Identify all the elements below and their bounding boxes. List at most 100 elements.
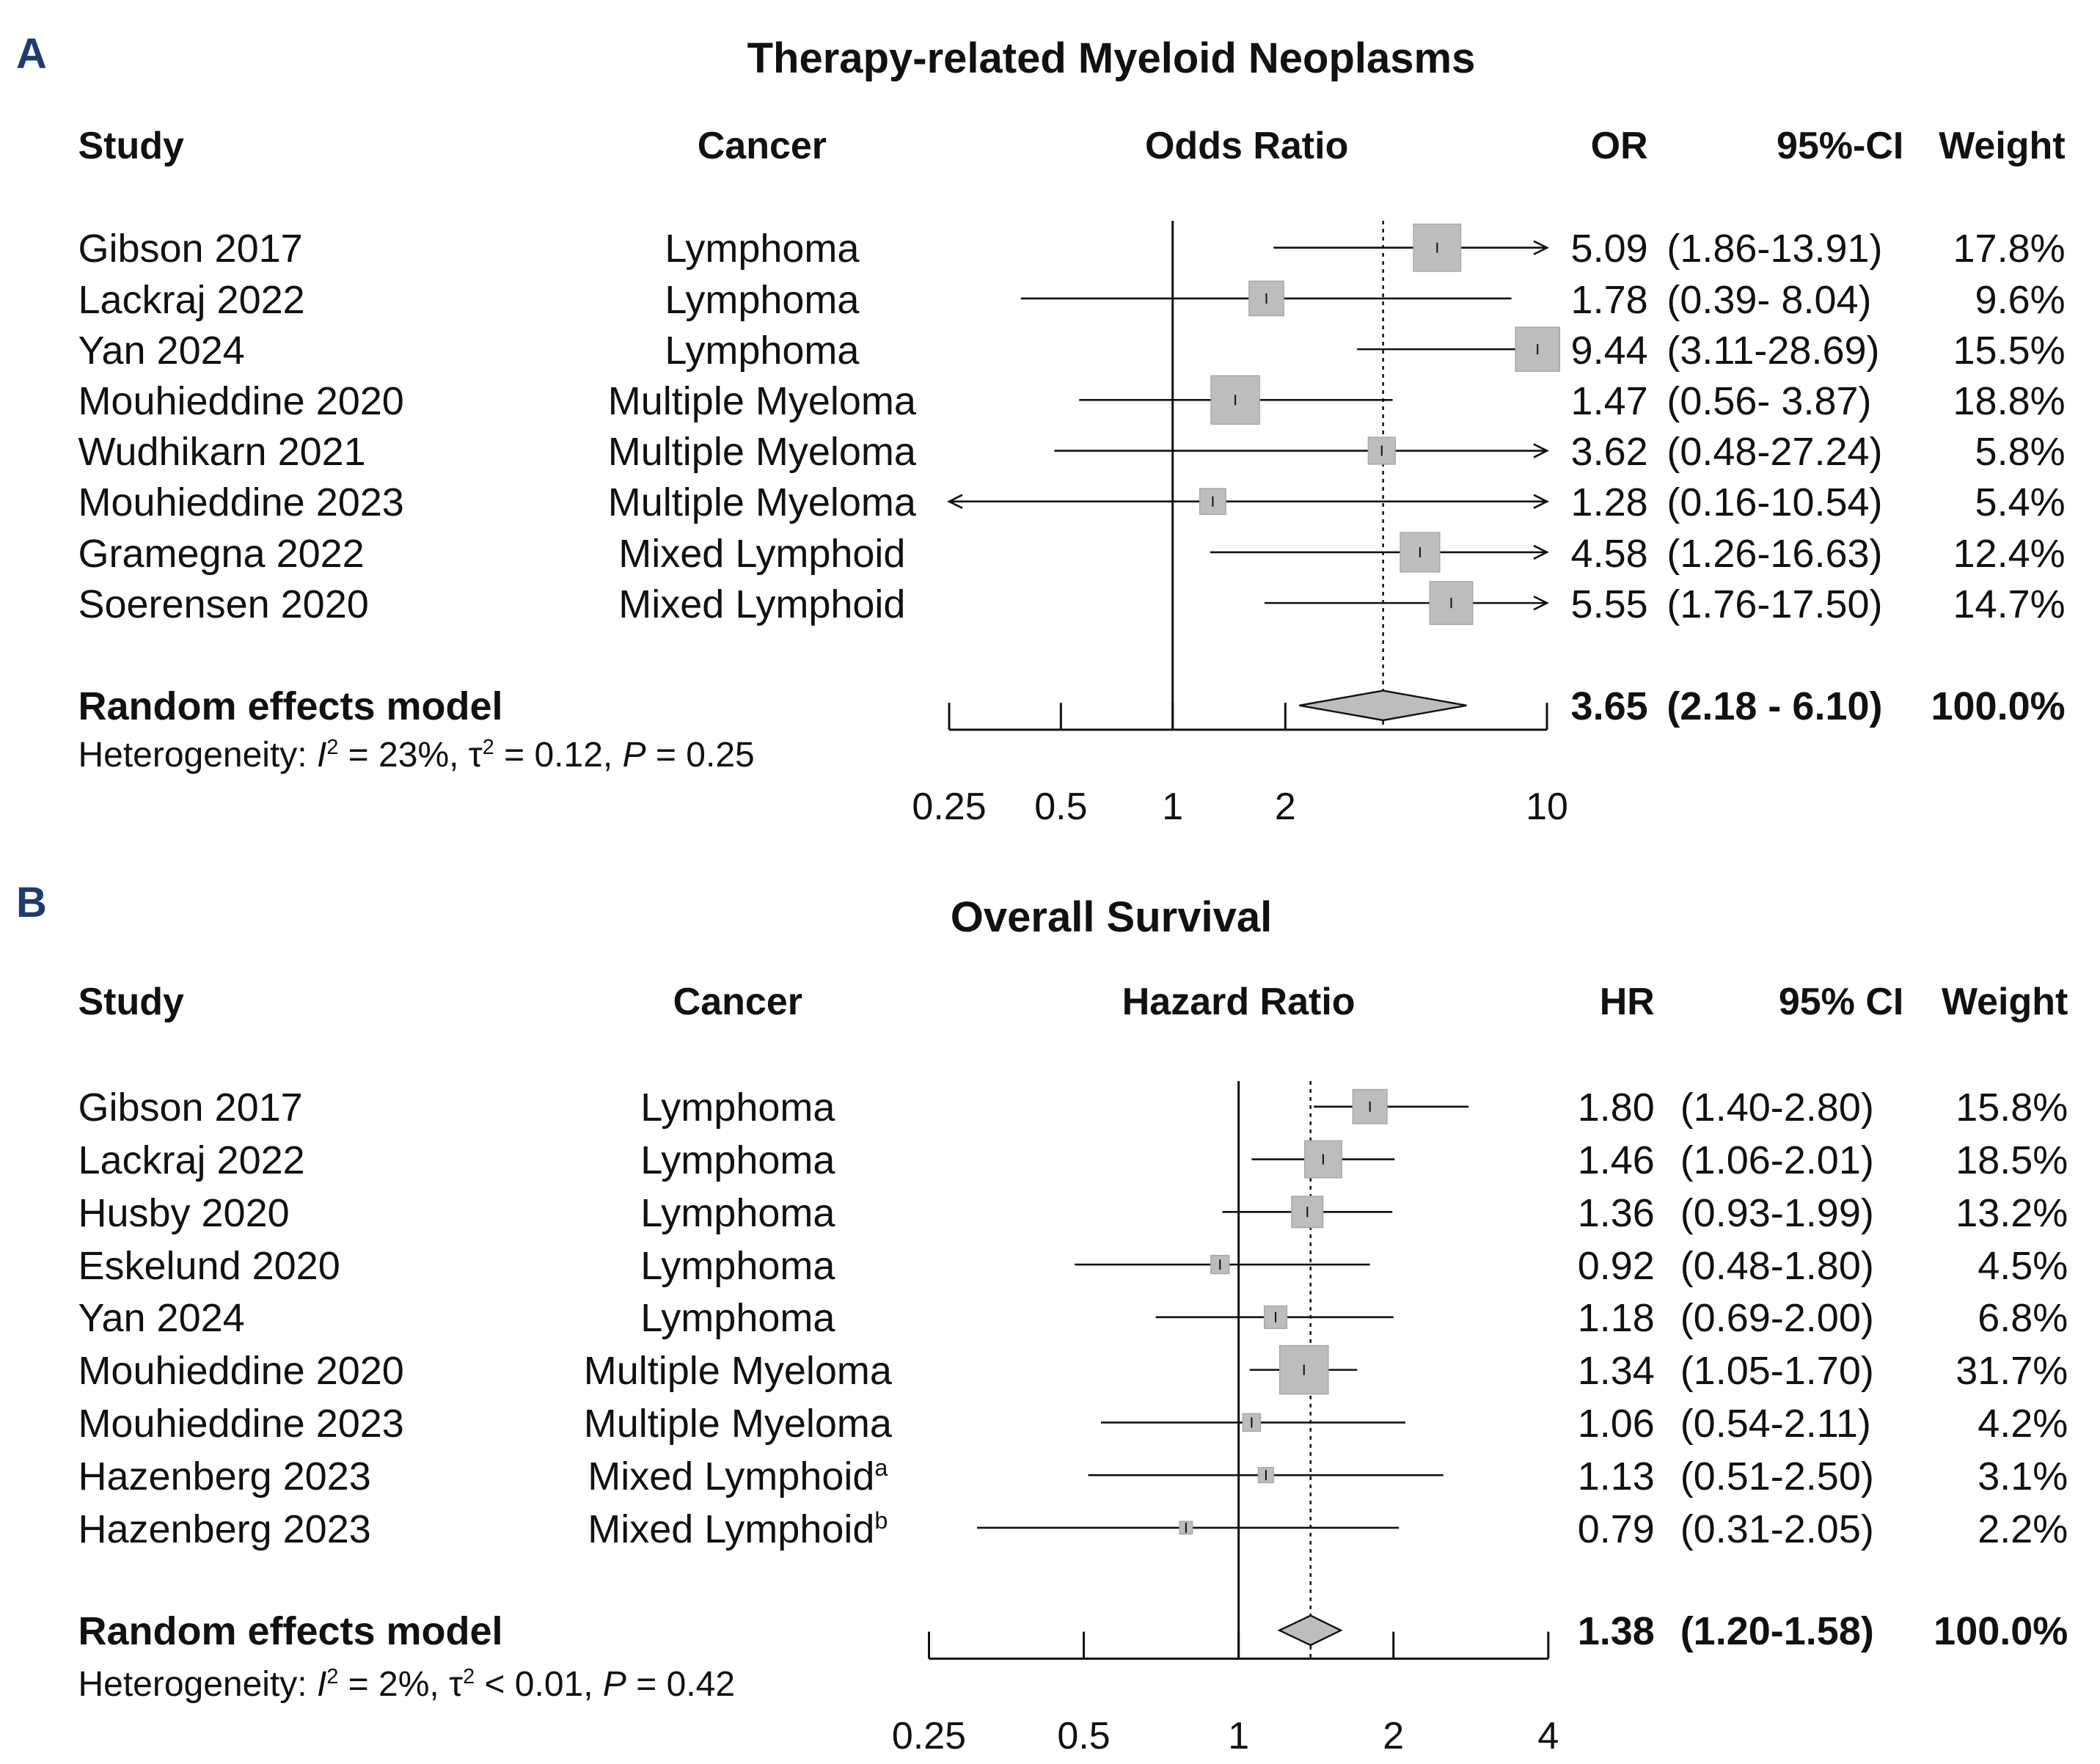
cancer-label: Mixed Lymphoid [618, 531, 906, 576]
study-label: Soerensen 2020 [78, 582, 369, 626]
cancer-label: Lymphoma [665, 277, 860, 322]
x-tick-label: 10 [1526, 786, 1568, 829]
ci-value: (1.06-2.01) [1680, 1138, 1874, 1183]
model-ci: (1.20-1.58) [1680, 1609, 1874, 1654]
cancer-label: Multiple Myeloma [607, 430, 916, 475]
weight-value: 4.5% [1978, 1243, 2068, 1288]
x-tick-label: 2 [1383, 1714, 1405, 1757]
ci-value: (0.48-1.80) [1680, 1243, 1874, 1288]
x-tick-label: 1 [1228, 1714, 1250, 1757]
cancer-label: Lymphoma [640, 1190, 835, 1235]
cancer-label: Multiple Myeloma [583, 1349, 892, 1394]
study-label: Gibson 2017 [78, 227, 303, 271]
study-label: Wudhikarn 2021 [78, 430, 366, 475]
panel-letter: B [16, 878, 47, 926]
footnote-mark: a [874, 1454, 888, 1481]
ci-arrow-right [1533, 595, 1549, 611]
model-ci: (2.18 - 6.10) [1667, 684, 1883, 729]
ci-value: (1.26-16.63) [1667, 531, 1883, 576]
ci-value: (1.86-13.91) [1667, 227, 1883, 271]
estimate-value: 0.92 [1577, 1243, 1655, 1288]
study-label: Yan 2024 [78, 1296, 245, 1341]
cancer-label: Mixed Lymphoida [588, 1454, 888, 1498]
cancer-label: Lymphoma [640, 1296, 835, 1341]
weight-value: 15.8% [1956, 1086, 2068, 1130]
pooled-diamond [1277, 1614, 1343, 1647]
cancer-label: Lymphoma [665, 328, 860, 373]
study-label: Mouhieddine 2023 [78, 1402, 404, 1446]
study-label: Hazenberg 2023 [78, 1507, 371, 1551]
weight-value: 17.8% [1953, 227, 2066, 271]
model-label: Random effects model [78, 684, 503, 729]
estimate-value: 1.80 [1577, 1086, 1655, 1130]
x-tick-label: 0.25 [912, 786, 987, 829]
header-weight: Weight [1941, 981, 2068, 1024]
header-cancer: Cancer [673, 981, 802, 1024]
header-study: Study [78, 124, 184, 167]
ci-value: (0.51-2.50) [1680, 1454, 1874, 1498]
header-cancer: Cancer [697, 124, 827, 167]
ci-value: (0.56- 3.87) [1667, 378, 1872, 423]
ci-value: (0.39- 8.04) [1667, 277, 1872, 322]
weight-value: 18.5% [1956, 1138, 2068, 1183]
ci-arrow-right [1533, 443, 1549, 458]
cancer-label: Mixed Lymphoid [618, 582, 906, 626]
chart-title: Therapy-related Myeloid Neoplasms [747, 34, 1476, 82]
study-label: Husby 2020 [78, 1190, 290, 1235]
study-label: Gramegna 2022 [78, 531, 365, 576]
ci-arrow-right [1533, 544, 1549, 560]
model-estimate: 3.65 [1570, 684, 1648, 729]
ci-arrow-right [1533, 494, 1549, 509]
x-tick-label: 0.5 [1057, 1714, 1111, 1757]
estimate-value: 5.55 [1570, 582, 1648, 626]
estimate-value: 1.13 [1577, 1454, 1655, 1498]
header-study: Study [78, 981, 184, 1024]
weight-value: 13.2% [1956, 1190, 2068, 1235]
x-tick-label: 0.5 [1034, 786, 1088, 829]
header-estimate: HR [1599, 981, 1655, 1024]
ci-value: (0.93-1.99) [1680, 1190, 1874, 1235]
ci-arrow-left [947, 494, 963, 509]
weight-value: 4.2% [1978, 1402, 2068, 1446]
x-tick-label: 2 [1274, 786, 1296, 829]
weight-value: 15.5% [1953, 328, 2066, 373]
cancer-label: Multiple Myeloma [607, 378, 916, 423]
x-tick-label: 0.25 [891, 1714, 967, 1757]
cancer-label: Lymphoma [665, 227, 860, 271]
chart-title: Overall Survival [950, 893, 1273, 941]
model-weight: 100.0% [1933, 1609, 2068, 1654]
estimate-value: 1.18 [1577, 1296, 1655, 1341]
weight-value: 6.8% [1978, 1296, 2068, 1341]
header-ci: 95% CI [1778, 981, 1904, 1024]
ci-value: (0.31-2.05) [1680, 1507, 1874, 1551]
estimate-value: 1.47 [1570, 378, 1648, 423]
footnote-mark: b [874, 1507, 888, 1534]
cancer-label: Lymphoma [640, 1138, 835, 1183]
weight-value: 18.8% [1953, 378, 2066, 423]
cancer-label: Multiple Myeloma [583, 1402, 892, 1446]
ci-value: (3.11-28.69) [1667, 328, 1880, 373]
estimate-value: 5.09 [1570, 227, 1648, 271]
cancer-label: Mixed Lymphoidb [588, 1507, 888, 1551]
ci-value: (1.40-2.80) [1680, 1086, 1874, 1130]
estimate-value: 1.36 [1577, 1190, 1655, 1235]
ci-arrow-right [1533, 240, 1549, 255]
study-label: Eskelund 2020 [78, 1243, 340, 1288]
heterogeneity-stat: Heterogeneity: I2 = 23%, τ2 = 0.12, P = … [78, 736, 755, 775]
header-weight: Weight [1939, 124, 2066, 167]
x-tick-label: 1 [1162, 786, 1184, 829]
study-label: Mouhieddine 2020 [78, 378, 404, 423]
estimate-value: 9.44 [1570, 328, 1648, 373]
header-plot: Hazard Ratio [1122, 981, 1356, 1024]
ci-value: (0.16-10.54) [1667, 480, 1883, 525]
weight-value: 14.7% [1953, 582, 2066, 626]
pooled-diamond [1299, 689, 1467, 722]
estimate-value: 1.46 [1577, 1138, 1655, 1183]
weight-value: 2.2% [1978, 1507, 2068, 1551]
cancer-label: Multiple Myeloma [607, 480, 916, 525]
weight-value: 12.4% [1953, 531, 2066, 576]
weight-value: 5.4% [1975, 480, 2066, 525]
model-label: Random effects model [78, 1609, 503, 1654]
study-label: Mouhieddine 2020 [78, 1349, 404, 1394]
